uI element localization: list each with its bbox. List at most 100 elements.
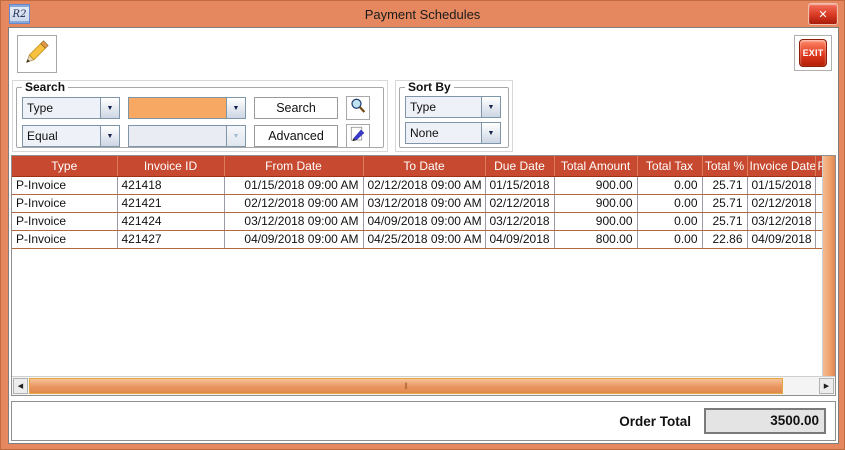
table-cell: 900.00 (554, 194, 638, 213)
table-cell: 25.71 (702, 194, 748, 213)
window-title: Payment Schedules (364, 6, 481, 22)
table-cell: 0.00 (637, 212, 703, 231)
exit-button[interactable]: EXIT (799, 39, 827, 67)
search-field-combo[interactable]: Type ▼ (22, 97, 120, 119)
order-total-value: 3500.00 (704, 408, 826, 434)
table-cell: 03/12/2018 09:00 AM (363, 194, 486, 213)
table-row[interactable]: P-Invoice 421427 04/09/2018 09:00 AM 04/25/… (12, 230, 822, 249)
chevron-down-icon[interactable]: ▼ (481, 96, 501, 118)
table-cell: 04/09/2018 09:00 AM (224, 230, 364, 249)
table-cell (815, 176, 822, 195)
column-header-type[interactable]: Type (12, 156, 118, 177)
vertical-scrollbar[interactable] (822, 156, 835, 376)
column-header-total-amount[interactable]: Total Amount (554, 156, 638, 177)
advanced-button[interactable]: Advanced (254, 125, 338, 147)
column-header-from-date[interactable]: From Date (224, 156, 364, 177)
table-header-row: Type Invoice ID From Date To Date Due Date To… (12, 156, 822, 177)
sortby-legend: Sort By (408, 80, 451, 94)
table-cell: 04/09/2018 (485, 230, 555, 249)
column-header-to-date[interactable]: To Date (363, 156, 486, 177)
sort-secondary-value: None (405, 122, 481, 144)
sort-secondary-combo[interactable]: None ▼ (405, 122, 501, 144)
search-groupbox: Search Type ▼ ▼ Search (16, 80, 384, 148)
table-cell: 421421 (117, 194, 225, 213)
exit-label: EXIT (802, 48, 824, 58)
filter-bar: Search Type ▼ ▼ Search (12, 80, 513, 152)
table-cell: 0.00 (637, 230, 703, 249)
table-cell: 01/15/2018 09:00 AM (224, 176, 364, 195)
table-cell: P-Invoice (12, 212, 118, 231)
horizontal-scrollbar-thumb[interactable]: ‖ (29, 378, 783, 394)
column-header-due-date[interactable]: Due Date (485, 156, 555, 177)
horizontal-scrollbar[interactable]: ◀ ‖ ▶ (12, 376, 835, 395)
column-header-invoice-date[interactable]: Invoice Date (747, 156, 816, 177)
table-cell (815, 212, 822, 231)
table-cell: P-Invoice (12, 230, 118, 249)
table-cell: 421418 (117, 176, 225, 195)
close-button[interactable]: ✕ (808, 3, 838, 25)
column-header-total-[interactable]: Total % (702, 156, 748, 177)
column-header-pe[interactable]: Pe (815, 156, 822, 177)
search-operator-value: Equal (22, 125, 100, 147)
chevron-down-icon[interactable]: ▼ (226, 97, 246, 119)
table-cell: 02/12/2018 09:00 AM (224, 194, 364, 213)
content-panel: EXIT Search Type ▼ ▼ (8, 27, 839, 444)
sortby-groupbox: Sort By Type ▼ None ▼ (399, 80, 509, 148)
search-operator-combo[interactable]: Equal ▼ (22, 125, 120, 147)
table-cell: 22.86 (702, 230, 748, 249)
table-cell: P-Invoice (12, 176, 118, 195)
chevron-down-icon[interactable]: ▼ (100, 97, 120, 119)
search-legend: Search (25, 80, 66, 94)
edit-button[interactable] (17, 35, 57, 73)
table-cell: 04/09/2018 (747, 230, 816, 249)
table-cell: 04/25/2018 09:00 AM (363, 230, 486, 249)
table-cell: 02/12/2018 (485, 194, 555, 213)
table-cell: 0.00 (637, 176, 703, 195)
search-field-value: Type (22, 97, 100, 119)
sort-panel: Sort By Type ▼ None ▼ (395, 80, 513, 152)
scroll-right-icon[interactable]: ▶ (819, 378, 834, 394)
search-button[interactable]: Search (254, 97, 338, 119)
sort-primary-combo[interactable]: Type ▼ (405, 96, 501, 118)
column-header-total-tax[interactable]: Total Tax (637, 156, 703, 177)
scroll-left-icon[interactable]: ◀ (13, 378, 28, 394)
table-cell: 25.71 (702, 212, 748, 231)
table-cell: 25.71 (702, 176, 748, 195)
table-cell: 03/12/2018 09:00 AM (224, 212, 364, 231)
schedules-table-panel: Type Invoice ID From Date To Date Due Date To… (11, 155, 836, 396)
table-cell: 01/15/2018 (747, 176, 816, 195)
table-cell (815, 194, 822, 213)
schedules-table: Type Invoice ID From Date To Date Due Date To… (12, 156, 822, 376)
table-cell: 02/12/2018 (747, 194, 816, 213)
close-icon: ✕ (818, 8, 828, 21)
operator-value-field (128, 125, 226, 147)
table-row[interactable]: P-Invoice 421418 01/15/2018 09:00 AM 02/12/… (12, 176, 822, 195)
magnifier-icon (349, 97, 367, 120)
search-value-field[interactable] (128, 97, 226, 119)
quick-search-button[interactable] (346, 96, 370, 120)
thumb-grip-icon: ‖ (404, 381, 408, 391)
column-header-invoice-id[interactable]: Invoice ID (117, 156, 225, 177)
table-cell: 02/12/2018 09:00 AM (363, 176, 486, 195)
chevron-down-icon[interactable]: ▼ (481, 122, 501, 144)
table-row[interactable]: P-Invoice 421424 03/12/2018 09:00 AM 04/09/… (12, 212, 822, 231)
table-cell (815, 230, 822, 249)
advanced-search-button[interactable] (346, 124, 370, 148)
sort-primary-value: Type (405, 96, 481, 118)
search-value-combo[interactable]: ▼ (128, 97, 246, 119)
table-cell: 01/15/2018 (485, 176, 555, 195)
pencil-icon (23, 38, 51, 71)
table-cell: 0.00 (637, 194, 703, 213)
table-cell: 421427 (117, 230, 225, 249)
footer-panel: Order Total 3500.00 (11, 401, 836, 441)
table-cell: P-Invoice (12, 194, 118, 213)
advanced-search-icon (349, 125, 367, 148)
table-cell: 03/12/2018 (485, 212, 555, 231)
search-panel: Search Type ▼ ▼ Search (12, 80, 388, 152)
app-logo-icon: R2 (9, 4, 30, 24)
table-row[interactable]: P-Invoice 421421 02/12/2018 09:00 AM 03/12/… (12, 194, 822, 213)
search-operator-value-combo: ▼ (128, 125, 246, 147)
chevron-down-icon[interactable]: ▼ (100, 125, 120, 147)
table-cell: 421424 (117, 212, 225, 231)
